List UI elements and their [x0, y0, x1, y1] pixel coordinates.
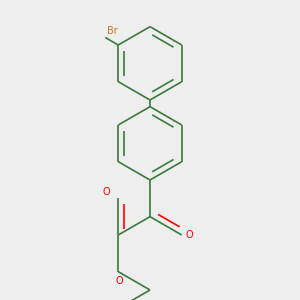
Text: O: O [115, 276, 123, 286]
Text: Br: Br [107, 26, 118, 36]
Text: O: O [102, 187, 110, 197]
Text: O: O [186, 230, 194, 240]
